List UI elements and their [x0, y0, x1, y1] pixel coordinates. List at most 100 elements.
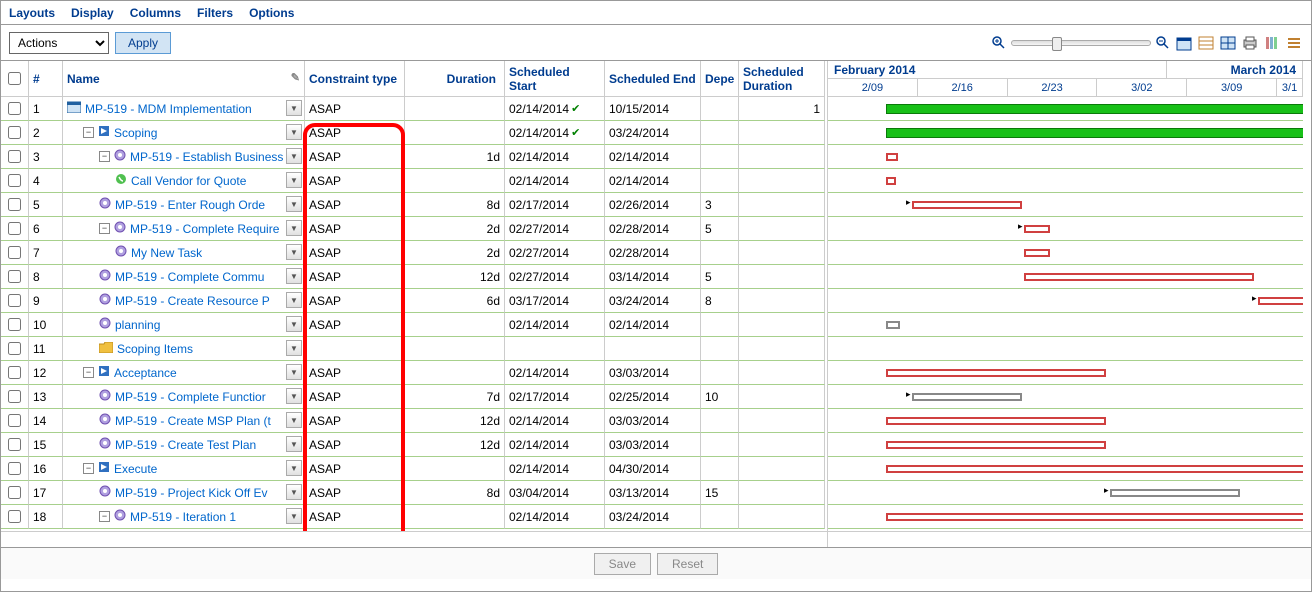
gantt-bar[interactable]	[886, 128, 1303, 138]
task-name[interactable]: MP-519 - MDM Implementation	[85, 102, 252, 116]
menu-columns[interactable]: Columns	[130, 6, 181, 20]
row-menu-button[interactable]: ▼	[286, 268, 302, 284]
constraint-type[interactable]: ASAP	[305, 385, 405, 409]
gantt-bar[interactable]	[886, 465, 1303, 473]
scheduled-end[interactable]: 02/14/2014	[605, 145, 701, 169]
constraint-type[interactable]: ASAP	[305, 265, 405, 289]
actions-select[interactable]: Actions	[9, 32, 109, 54]
task-name[interactable]: MP-519 - Create MSP Plan (t	[115, 414, 271, 428]
duration[interactable]: 2d	[405, 241, 505, 265]
table-icon[interactable]	[1219, 34, 1237, 52]
dependency[interactable]	[701, 121, 739, 145]
zoom-slider[interactable]	[1011, 40, 1151, 46]
menu-display[interactable]: Display	[71, 6, 114, 20]
row-checkbox[interactable]	[8, 150, 21, 163]
task-name[interactable]: MP-519 - Create Resource P	[115, 294, 270, 308]
scheduled-start[interactable]: 02/27/2014	[505, 265, 605, 289]
gantt-bar[interactable]	[1024, 225, 1050, 233]
menu-filters[interactable]: Filters	[197, 6, 233, 20]
row-checkbox[interactable]	[8, 414, 21, 427]
constraint-type[interactable]: ASAP	[305, 433, 405, 457]
dependency[interactable]	[701, 361, 739, 385]
scheduled-end[interactable]: 02/28/2014	[605, 241, 701, 265]
gantt-bar[interactable]	[886, 177, 896, 185]
gantt-bar[interactable]	[886, 441, 1106, 449]
header-name[interactable]: Name✎	[63, 61, 305, 97]
calendar-icon[interactable]	[1175, 34, 1193, 52]
expander-icon[interactable]: −	[99, 151, 110, 162]
duration[interactable]	[405, 313, 505, 337]
row-checkbox[interactable]	[8, 102, 21, 115]
header-scheduled-start[interactable]: Scheduled Start	[505, 61, 605, 97]
constraint-type[interactable]: ASAP	[305, 169, 405, 193]
scheduled-start[interactable]: 02/14/2014	[505, 505, 605, 529]
vertical-scroll[interactable]	[1295, 61, 1311, 529]
scheduled-start[interactable]: 02/14/2014	[505, 433, 605, 457]
row-checkbox[interactable]	[8, 510, 21, 523]
duration[interactable]	[405, 505, 505, 529]
row-menu-button[interactable]: ▼	[286, 100, 302, 116]
task-name[interactable]: MP-519 - Create Test Plan	[115, 438, 256, 452]
row-checkbox[interactable]	[8, 294, 21, 307]
constraint-type[interactable]: ASAP	[305, 313, 405, 337]
right-hscroll[interactable]	[827, 532, 1303, 547]
task-name[interactable]: Call Vendor for Quote	[131, 174, 246, 188]
scheduled-duration[interactable]	[739, 433, 825, 457]
dependency[interactable]	[701, 97, 739, 121]
settings-icon[interactable]	[1285, 34, 1303, 52]
scheduled-duration[interactable]	[739, 217, 825, 241]
menu-layouts[interactable]: Layouts	[9, 6, 55, 20]
row-checkbox[interactable]	[8, 366, 21, 379]
task-name[interactable]: MP-519 - Iteration 1	[130, 510, 236, 524]
task-name[interactable]: Scoping Items	[117, 342, 193, 356]
scheduled-end[interactable]: 03/03/2014	[605, 409, 701, 433]
scheduled-duration[interactable]	[739, 121, 825, 145]
scheduled-start[interactable]: 02/27/2014	[505, 241, 605, 265]
scheduled-duration[interactable]: 1	[739, 97, 825, 121]
scheduled-duration[interactable]	[739, 313, 825, 337]
row-menu-button[interactable]: ▼	[286, 484, 302, 500]
gantt-bar[interactable]	[912, 393, 1022, 401]
select-all-checkbox[interactable]	[8, 72, 21, 85]
scheduled-start[interactable]: 02/14/2014	[505, 457, 605, 481]
left-hscroll[interactable]	[1, 532, 827, 547]
task-name[interactable]: Acceptance	[114, 366, 177, 380]
apply-button[interactable]: Apply	[115, 32, 171, 54]
scheduled-duration[interactable]	[739, 361, 825, 385]
zoom-out-icon[interactable]	[1155, 35, 1171, 51]
scheduled-end[interactable]: 03/14/2014	[605, 265, 701, 289]
dependency[interactable]: 5	[701, 217, 739, 241]
duration[interactable]: 7d	[405, 385, 505, 409]
row-menu-button[interactable]: ▼	[286, 412, 302, 428]
task-name[interactable]: planning	[115, 318, 160, 332]
scheduled-duration[interactable]	[739, 457, 825, 481]
gantt-bar[interactable]	[912, 201, 1022, 209]
scheduled-duration[interactable]	[739, 193, 825, 217]
zoom-in-icon[interactable]	[991, 35, 1007, 51]
duration[interactable]	[405, 457, 505, 481]
gantt-bar[interactable]	[886, 104, 1303, 114]
duration[interactable]	[405, 169, 505, 193]
task-name[interactable]: MP-519 - Enter Rough Orde	[115, 198, 265, 212]
task-name[interactable]: Execute	[114, 462, 157, 476]
row-checkbox[interactable]	[8, 174, 21, 187]
row-menu-button[interactable]: ▼	[286, 124, 302, 140]
expander-icon[interactable]: −	[83, 127, 94, 138]
duration[interactable]: 6d	[405, 289, 505, 313]
row-checkbox[interactable]	[8, 462, 21, 475]
header-dependency[interactable]: Depe	[701, 61, 739, 97]
scheduled-end[interactable]: 03/13/2014	[605, 481, 701, 505]
scheduled-start[interactable]	[505, 337, 605, 361]
menu-options[interactable]: Options	[249, 6, 294, 20]
row-checkbox[interactable]	[8, 486, 21, 499]
scheduled-duration[interactable]	[739, 265, 825, 289]
task-name[interactable]: MP-519 - Establish Business	[130, 150, 283, 164]
scheduled-start[interactable]: 02/17/2014	[505, 385, 605, 409]
constraint-type[interactable]: ASAP	[305, 97, 405, 121]
gantt-bar[interactable]	[1110, 489, 1240, 497]
expander-icon[interactable]: −	[83, 367, 94, 378]
scheduled-end[interactable]: 03/03/2014	[605, 361, 701, 385]
constraint-type[interactable]: ASAP	[305, 481, 405, 505]
scheduled-end[interactable]: 03/24/2014	[605, 289, 701, 313]
task-name[interactable]: MP-519 - Complete Commu	[115, 270, 264, 284]
